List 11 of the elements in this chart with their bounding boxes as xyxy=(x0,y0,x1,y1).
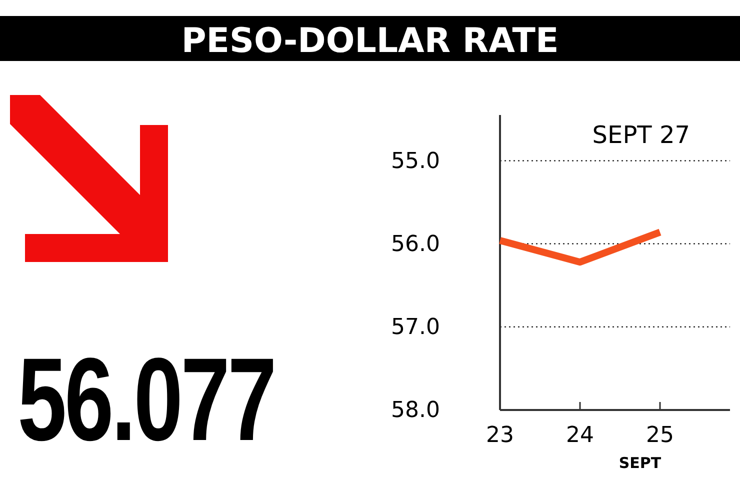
y-tick-label: 55.0 xyxy=(391,148,440,174)
x-tick-label: 25 xyxy=(646,423,674,448)
x-axis-title: SEPT xyxy=(618,454,662,472)
text: 56.077 xyxy=(18,334,275,466)
y-tick-label: 58.0 xyxy=(391,398,440,424)
annotation: SEPT 27 xyxy=(592,121,690,149)
y-tick-label: 56.0 xyxy=(391,232,440,257)
x-tick-label: 23 xyxy=(486,423,514,448)
y-tick-label: 57.0 xyxy=(391,314,440,340)
x-tick-label: 24 xyxy=(566,423,594,448)
chart-title: PESO-DOLLAR RATE xyxy=(181,21,559,61)
